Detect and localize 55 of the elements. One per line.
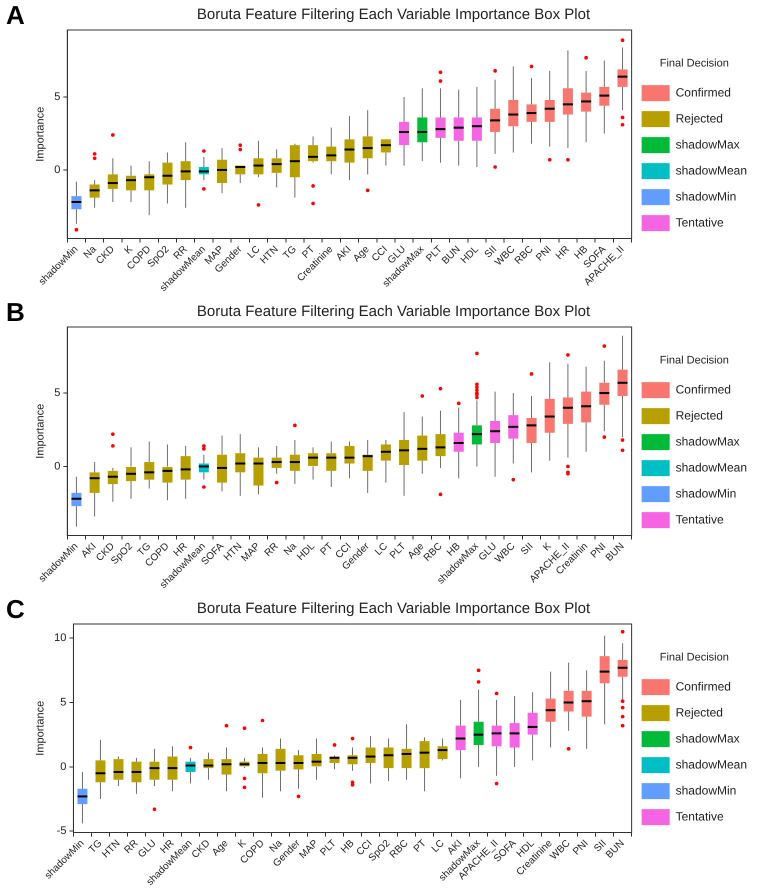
x-tick-label: HDL [459, 244, 482, 266]
x-tick-label: PLT [388, 540, 408, 562]
x-tick-label: AKI [334, 244, 354, 264]
x-tick-label: Age [351, 244, 372, 264]
y-tick-label: -5 [56, 825, 66, 838]
legend-label: Tentative [676, 215, 724, 230]
x-tick-label: RR [262, 540, 281, 559]
legend-label: Rejected [676, 111, 723, 126]
y-tick-label: 0 [54, 164, 60, 176]
chart-title: Boruta Feature Filtering Each Variable Importance Box Plot [196, 303, 591, 320]
legend-label: Rejected [676, 408, 723, 422]
y-tick-label: 0 [54, 460, 60, 472]
legend-label: Confirmed [676, 679, 731, 694]
text: A [6, 0, 25, 31]
x-tick-label: PLT [318, 838, 339, 858]
legend-label: Confirmed [676, 85, 731, 100]
x-tick-label: HB [338, 838, 357, 856]
x-tick-label: PNI [571, 838, 591, 858]
y-axis-title: Importance [34, 106, 47, 162]
y-tick-label: 0 [60, 760, 66, 773]
legend-label: shadowMax [676, 434, 740, 448]
x-tick-label: PNI [534, 244, 554, 264]
legend-title: Final Decision [660, 354, 729, 366]
legend-label: Rejected [676, 705, 723, 720]
legend-label: shadowMin [676, 486, 736, 500]
y-axis-title: Importance [34, 700, 47, 756]
legend-title: Final Decision [660, 651, 729, 664]
x-tick-label: TG [281, 244, 300, 262]
x-tick-label: Age [210, 838, 231, 858]
legend-label: shadowMin [676, 783, 736, 798]
x-tick-label: HDL [295, 540, 318, 563]
legend-label: shadowMean [676, 757, 748, 772]
x-tick-label: SII [519, 540, 536, 558]
text: B [6, 297, 25, 328]
legend-title: Final Decision [660, 57, 729, 70]
y-tick-label: 5 [54, 91, 60, 104]
x-tick-label: LC [373, 540, 390, 558]
text: C [6, 594, 25, 625]
legend-label: Tentative [676, 512, 724, 526]
y-tick-label: 5 [54, 387, 60, 400]
legend-label: shadowMean [676, 460, 748, 474]
legend-label: shadowMax [676, 137, 740, 152]
x-tick-label: PT [412, 838, 429, 855]
y-axis-title: Importance [34, 404, 47, 459]
x-tick-label: HR [554, 244, 572, 262]
y-tick-label: 5 [60, 696, 66, 709]
chart-title: Boruta Feature Filtering Each Variable Importance Box Plot [196, 600, 591, 618]
legend-label: shadowMin [676, 189, 736, 204]
chart-title: Boruta Feature Filtering Each Variable Importance Box Plot [196, 6, 591, 24]
legend-label: shadowMean [676, 163, 748, 178]
y-tick-label: 10 [54, 632, 66, 644]
legend-label: Tentative [676, 809, 724, 824]
legend-label: shadowMax [676, 731, 740, 746]
legend-label: Confirmed [676, 382, 731, 396]
x-tick-label: PT [318, 540, 336, 558]
